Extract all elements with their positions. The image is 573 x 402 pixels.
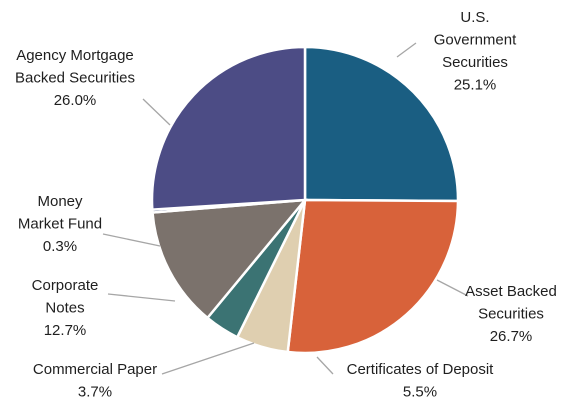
label-percent: 26.7%	[490, 328, 533, 345]
leader-line-money-market-fund	[102, 233, 161, 247]
leader-line-asset-backed-securities	[436, 279, 469, 297]
label-line: Corporate	[32, 277, 99, 294]
leader-lines	[102, 42, 469, 375]
label-line: Securities	[442, 54, 508, 71]
leader-line-corporate-notes	[107, 293, 176, 302]
label-line: Certificates of Deposit	[347, 361, 495, 378]
label-asset-backed-securities: Asset Backed Securities 26.7%	[465, 283, 557, 345]
label-commercial-paper: Commercial Paper 3.7%	[33, 361, 157, 401]
label-line: Government	[434, 32, 517, 49]
label-percent: 3.7%	[78, 384, 112, 401]
label-u-s-government-securities: U.S. Government Securities 25.1%	[434, 9, 517, 94]
label-line: Backed Securities	[15, 70, 135, 87]
label-line: Securities	[478, 306, 544, 323]
label-line: Commercial Paper	[33, 361, 157, 378]
leader-line-certificates-of-deposit	[316, 356, 334, 375]
leader-line-agency-mortgage-backed-securities	[142, 98, 171, 126]
label-percent: 25.1%	[454, 77, 497, 94]
label-line: U.S.	[460, 9, 489, 26]
label-percent: 12.7%	[44, 322, 87, 339]
label-line: Money	[37, 193, 83, 210]
label-money-market-fund: Money Market Fund 0.3%	[18, 193, 102, 255]
label-line: Asset Backed	[465, 283, 557, 300]
label-percent: 5.5%	[403, 384, 437, 401]
slice-labels: U.S. Government Securities 25.1% Asset Backe…	[15, 9, 557, 401]
label-agency-mortgage-backed-securities: Agency Mortgage Backed Securities 26.0%	[15, 47, 135, 109]
label-percent: 26.0%	[54, 92, 97, 109]
leader-line-commercial-paper	[161, 342, 255, 375]
slice-corporate-notes	[151, 198, 308, 320]
label-certificates-of-deposit: Certificates of Deposit 5.5%	[347, 361, 495, 401]
label-percent: 0.3%	[43, 238, 77, 255]
leader-line-u-s-government-securities	[396, 42, 417, 58]
label-line: Agency Mortgage	[16, 47, 134, 64]
label-line: Market Fund	[18, 216, 102, 233]
label-line: Notes	[45, 300, 84, 317]
pie-slices	[150, 45, 460, 355]
slice-asset-backed-securities	[286, 198, 460, 355]
slice-u-s-government-securities	[303, 45, 460, 203]
label-corporate-notes: Corporate Notes 12.7%	[32, 277, 99, 339]
slice-agency-mortgage-backed-securities	[150, 45, 307, 211]
